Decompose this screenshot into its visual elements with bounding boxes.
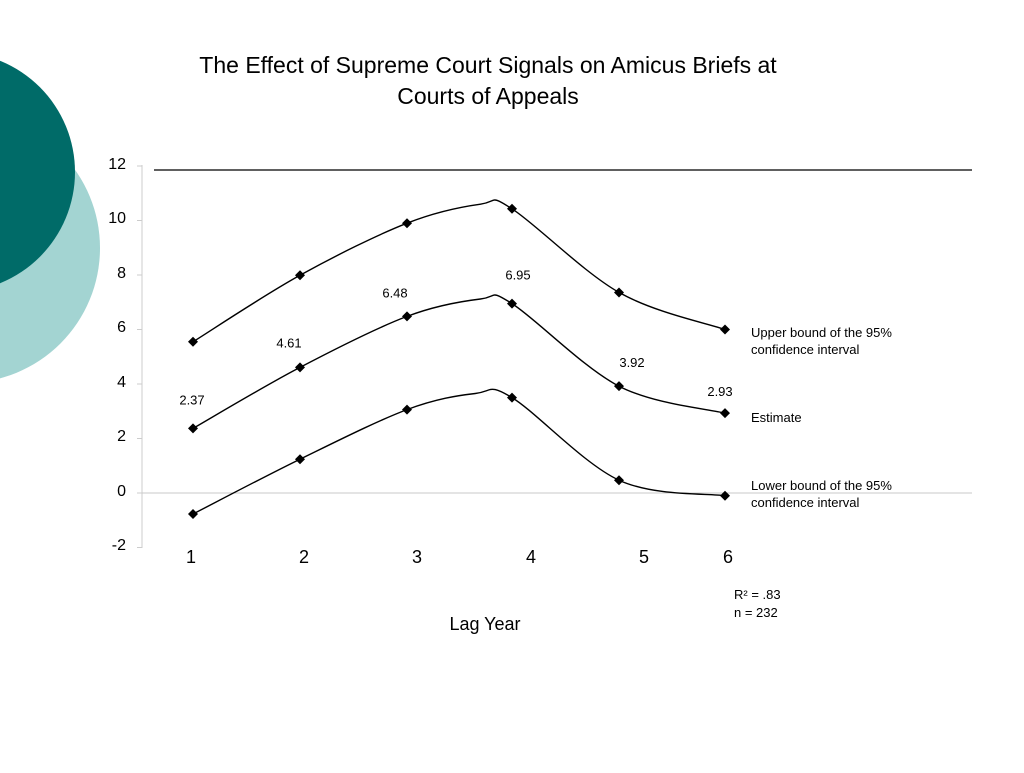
y-tick-label: 10 [108,210,126,227]
decor-circle-dark [0,60,75,284]
x-tick-label: 5 [639,547,649,567]
data-label-layer: 2.37 4.61 6.48 6.95 3.92 2.93 [179,268,732,408]
data-label: 6.48 [382,285,407,300]
upper-bound-point [188,336,198,347]
y-tick-label: 0 [117,483,126,500]
lower-bound-point [402,404,412,415]
lower-bound-point [507,392,517,403]
x-axis-title: Lag Year [449,614,520,634]
y-tick-label: 4 [117,374,126,391]
model-stats: R² = .83 n = 232 [734,587,781,620]
chart-title-line-2: Courts of Appeals [397,83,579,109]
data-label: 3.92 [619,355,644,370]
lower-bound-point [614,475,624,486]
chart-title-line-1: The Effect of Supreme Court Signals on A… [199,52,777,78]
upper-bound-point [614,287,624,298]
upper-bound-point [402,218,412,229]
x-tick-label: 1 [186,547,196,567]
estimate-point [188,423,198,434]
y-tick-group: 12 10 8 6 4 2 0 -2 [108,156,142,554]
x-tick-label: 6 [723,547,733,567]
data-label: 4.61 [276,335,301,350]
lower-bound-point [720,490,730,501]
estimate-line [192,294,726,430]
estimate-point [295,362,305,373]
lower-bound-point [295,454,305,465]
estimate-point [720,408,730,419]
data-label: 6.95 [505,268,530,283]
y-tick-label: 6 [117,319,126,336]
y-tick-label: 12 [108,156,126,173]
legend-lower-line-1: Lower bound of the 95% [751,478,892,493]
legend-upper-line-1: Upper bound of the 95% [751,325,892,340]
r-squared: R² = .83 [734,587,781,602]
y-tick-label: 8 [117,265,126,282]
upper-bound-point [720,324,730,335]
upper-bound-line [192,199,726,343]
lower-bound-line [192,388,726,515]
data-label: 2.37 [179,392,204,407]
upper-bound-point [295,270,305,281]
lower-bound-point [188,508,198,519]
x-tick-label: 4 [526,547,536,567]
legend-upper-line-2: confidence interval [751,342,860,357]
x-tick-label: 3 [412,547,422,567]
estimate-point [614,381,624,392]
upper-bound-point [507,203,517,214]
series-layer [188,199,730,519]
x-tick-label: 2 [299,547,309,567]
y-tick-label: -2 [112,537,126,554]
estimate-point [507,298,517,309]
x-tick-group: 1 2 3 4 5 6 [186,547,733,567]
data-label: 2.93 [707,384,732,399]
y-tick-label: 2 [117,428,126,445]
legend: Upper bound of the 95% confidence interv… [751,325,892,510]
sample-size: n = 232 [734,605,778,620]
estimate-point [402,311,412,322]
legend-lower-line-2: confidence interval [751,495,860,510]
legend-estimate: Estimate [751,410,802,425]
